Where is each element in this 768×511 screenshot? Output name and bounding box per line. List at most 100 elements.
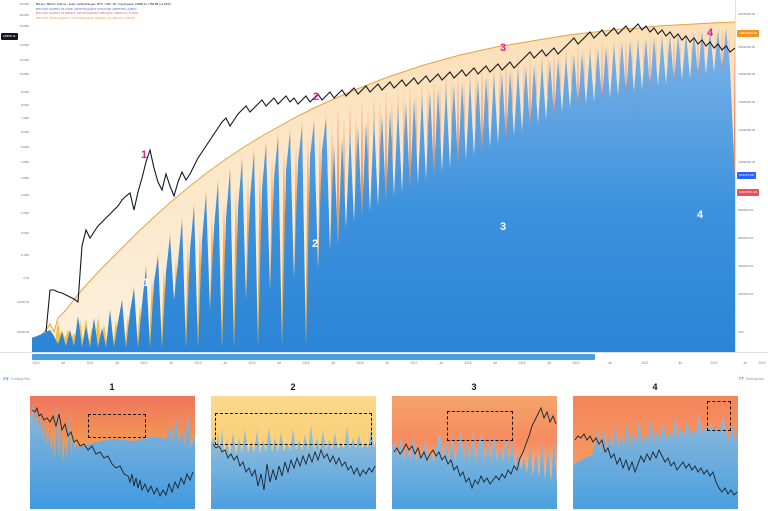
right-axis-tick: 14000000.00 xyxy=(738,100,755,104)
cycle-marker-white-4: 4 xyxy=(697,209,704,221)
time-tick: 2013 xyxy=(194,361,202,365)
time-tick: Jul xyxy=(330,361,336,365)
left-axis-tick: 10.00M xyxy=(19,72,29,76)
time-tick: 2014 xyxy=(248,361,256,365)
left-axis-tick: 4.00M xyxy=(20,160,29,164)
panel-number-3: 3 xyxy=(471,382,477,392)
chart-horizontal-scrollbar[interactable] xyxy=(32,354,595,360)
time-tick: 2011 xyxy=(86,361,94,365)
legend-series-value: 19215371.18 xyxy=(94,16,112,21)
left-axis-tick: 20.00M xyxy=(19,2,29,6)
detail-panel-1-svg xyxy=(30,396,195,509)
time-tick: Jul xyxy=(492,361,498,365)
right-axis-tick: 18000000.00 xyxy=(738,45,755,49)
cycle-marker-magenta-2: 2 xyxy=(313,91,320,103)
time-tick: Jul xyxy=(276,361,282,365)
legend-series-name: BITCOIN: SUPPLY IN PROFIT, CRYPTOQUANT xyxy=(36,11,99,16)
panel-number-1: 1 xyxy=(109,382,115,392)
time-tick: Jul xyxy=(607,361,613,365)
highlight-box-panel-3 xyxy=(447,411,513,441)
time-tick: Jul xyxy=(168,361,174,365)
highlight-box-panel-2 xyxy=(215,413,372,445)
right-axis-total-supply-label: 18514974.98 xyxy=(737,30,760,37)
detail-panel-3-svg xyxy=(392,396,557,509)
time-tick: 2010 xyxy=(32,361,40,365)
main-chart-panel[interactable]: 20.00M 18.00M 16.00M 14.00M 12.00M 10.00… xyxy=(0,0,768,381)
left-axis-tick: 1.00M xyxy=(20,211,29,215)
left-axis-tick: 9.00M xyxy=(20,90,29,94)
time-tick: Jul xyxy=(60,361,66,365)
time-tick: Jul xyxy=(546,361,552,365)
right-axis-supply-in-loss-label: 674474.98 xyxy=(737,172,756,179)
left-axis-tick: 7.00M xyxy=(20,116,29,120)
panel-number-4: 4 xyxy=(652,382,658,392)
time-tick: Jul xyxy=(384,361,390,365)
time-tick: Jul xyxy=(114,361,120,365)
time-tick: Jul xyxy=(222,361,228,365)
left-axis-tick: 6.00M xyxy=(20,130,29,134)
panel-number-2: 2 xyxy=(290,382,296,392)
detail-panels-row: 1 2 xyxy=(0,377,768,511)
right-axis-tick: 20000000.00 xyxy=(738,12,755,16)
cycle-marker-magenta-3: 3 xyxy=(500,42,507,54)
detail-panel-4[interactable] xyxy=(573,396,738,509)
right-axis-tick: 16000000.00 xyxy=(738,72,755,76)
detail-panel-2-svg xyxy=(211,396,376,509)
left-axis-tick: 8.00M xyxy=(20,103,29,107)
supply-in-loss-area xyxy=(32,28,735,352)
legend-series-name: BITCOIN: SUPPLY IN LOSS, CRYPTOQUANT xyxy=(36,6,97,11)
time-tick: 2023 xyxy=(758,361,766,365)
legend-series-delta: -868.78 (-0.005%) xyxy=(111,16,136,21)
chart-legend: Bitcoin / Bitcoin Volume - Index, All Ex… xyxy=(36,2,171,21)
detail-panel-3[interactable] xyxy=(392,396,557,509)
detail-panel-2[interactable] xyxy=(211,396,376,509)
time-tick: 2018 xyxy=(464,361,472,365)
legend-series-value: 674474.98 xyxy=(97,6,111,11)
right-axis-tick: 0.00 xyxy=(738,330,744,334)
legend-series-delta: -28465.55 (-4.05%) xyxy=(111,6,137,11)
time-tick: 2016 xyxy=(356,361,364,365)
time-tick: 2020 xyxy=(572,361,580,365)
left-axis-tick: 3.00M xyxy=(20,176,29,180)
detail-panel-1[interactable] xyxy=(30,396,195,509)
cycle-marker-magenta-4: 4 xyxy=(707,27,714,39)
cycle-marker-white-1: 1 xyxy=(143,277,150,289)
tradingview-branding: TradingView xyxy=(3,376,30,382)
left-axis-tick: 14.00M xyxy=(19,43,29,47)
cycle-marker-white-3: 3 xyxy=(500,221,507,233)
time-tick: 2017 xyxy=(410,361,418,365)
left-axis-tick: 16.00M xyxy=(19,24,29,28)
left-axis-tick: 13000.00 xyxy=(16,300,29,304)
chart-plot-area[interactable]: 1 2 3 4 1 2 3 4 xyxy=(32,0,735,352)
legend-title: Bitcoin / Bitcoin Volume - Index, All Ex… xyxy=(36,2,171,6)
legend-series-delta: -29463.47 (-0.16%) xyxy=(113,11,139,16)
legend-series-value: 18514974 xyxy=(99,11,113,16)
time-tick: Jul xyxy=(742,361,748,365)
time-axis[interactable]: 2010 Jul 2011 Jul 2012 Jul 2013 Jul 2014… xyxy=(0,352,768,373)
cycle-marker-white-2: 2 xyxy=(312,238,319,250)
legend-series-name: BITCOIN: TOTAL SUPPLY, CRYPTOQUANT xyxy=(36,16,94,21)
time-tick: 2021 xyxy=(641,361,649,365)
brand-label: TradingView xyxy=(10,377,31,381)
detail-panel-4-svg xyxy=(573,396,738,509)
right-axis-tick: 10000000.00 xyxy=(738,160,755,164)
total-supply-line xyxy=(32,21,735,339)
highlight-box-panel-1 xyxy=(88,414,146,438)
chart-svg xyxy=(32,21,735,352)
time-tick: 2012 xyxy=(140,361,148,365)
tradingview-logo-icon xyxy=(739,377,744,380)
left-axis-highlighted-price: 16858.11 xyxy=(1,33,18,40)
left-axis-tick: 15000.00 xyxy=(16,330,29,334)
left-axis-tick: 12.00M xyxy=(19,58,29,62)
bitcoin-price-line xyxy=(45,23,735,333)
left-axis-tick: 2.00M xyxy=(20,193,29,197)
time-tick: Jul xyxy=(677,361,683,365)
right-axis-tick: 4000000.00 xyxy=(738,264,754,268)
tradingview-logo-icon xyxy=(3,377,9,381)
right-price-axis[interactable]: 20000000.00 18000000.00 18514974.98 1600… xyxy=(735,0,768,352)
cycle-marker-magenta-1: 1 xyxy=(141,149,148,161)
time-tick: 2022 xyxy=(710,361,718,365)
time-tick: 2019 xyxy=(518,361,526,365)
right-axis-tick: 2000000.00 xyxy=(738,292,754,296)
left-price-axis[interactable]: 20.00M 18.00M 16.00M 14.00M 12.00M 10.00… xyxy=(0,0,33,352)
